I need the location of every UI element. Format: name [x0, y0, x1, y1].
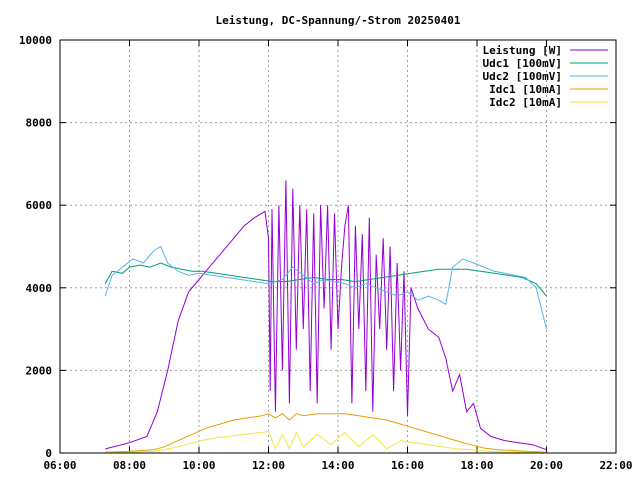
legend-label: Idc2 [10mA] [489, 96, 562, 109]
y-tick-label: 0 [45, 447, 52, 460]
y-tick-label: 8000 [26, 117, 53, 130]
y-tick-label: 6000 [26, 199, 53, 212]
series-line-5 [105, 430, 547, 454]
x-tick-label: 14:00 [321, 459, 354, 472]
x-tick-label: 18:00 [460, 459, 493, 472]
legend-label: Udc2 [100mV] [483, 70, 562, 83]
series-line-3 [104, 245, 547, 330]
x-tick-label: 12:00 [252, 459, 285, 472]
y-tick-label: 2000 [26, 364, 53, 377]
y-tick-label: 10000 [19, 34, 52, 47]
y-tick-label: 4000 [26, 282, 53, 295]
x-tick-label: 06:00 [43, 459, 76, 472]
chart-title: Leistung, DC-Spannung/-Strom 20250401 [215, 14, 460, 27]
x-tick-label: 22:00 [599, 459, 632, 472]
plot-frame [59, 39, 617, 454]
series-line-4 [105, 413, 547, 453]
x-tick-label: 10:00 [182, 459, 215, 472]
x-tick-label: 16:00 [391, 459, 424, 472]
legend-label: Leistung [W] [483, 44, 562, 57]
legend: Leistung [W]Udc1 [100mV]Udc2 [100mV]Idc1… [483, 44, 608, 109]
series-layer [104, 180, 547, 454]
x-tick-label: 08:00 [113, 459, 146, 472]
tick-layer: 0 2000 4000 6000 8000 10000 06:00 08:00 10:00 12:… [19, 34, 633, 472]
x-tick-label: 20:00 [530, 459, 563, 472]
legend-label: Udc1 [100mV] [483, 57, 562, 70]
series-line-1 [105, 180, 547, 451]
legend-label: Idc1 [10mA] [489, 83, 562, 96]
